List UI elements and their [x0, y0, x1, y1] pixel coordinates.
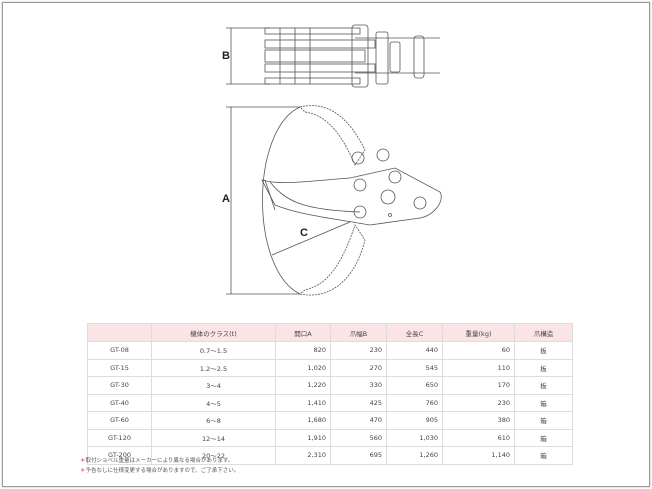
table-row: GT-15 1.2～2.5 1,020 270 545 110 板 [87, 358, 573, 377]
table-cell: 230 [442, 393, 515, 412]
table-cell: GT-15 [87, 358, 152, 377]
header-cell: 重量(kg) [442, 323, 515, 342]
note-item: ＊予告なしに仕様変更する場合がありますので、ご了承下さい。 [80, 468, 240, 474]
table-cell: 545 [386, 358, 443, 377]
dimension-label-a: A [222, 193, 230, 205]
table-cell: 560 [330, 428, 387, 447]
table-row: GT-120 12～14 1,910 560 1,030 610 箱 [87, 428, 573, 447]
table-cell: 1.2～2.5 [151, 358, 276, 377]
table-cell: 170 [442, 376, 515, 395]
table-cell: 2,310 [275, 446, 331, 465]
table-cell: 1,680 [275, 411, 331, 430]
header-cell: 爪構造 [514, 323, 573, 342]
table-cell: 1,030 [386, 428, 443, 447]
spec-table: 機体のクラス(t) 開口A 爪幅B 全長C 重量(kg) 爪構造 GT-08 0.… [87, 323, 573, 465]
table-cell: 3～4 [151, 376, 276, 395]
table-cell: 230 [330, 341, 387, 360]
table-row: GT-60 6～8 1,680 470 905 380 箱 [87, 411, 573, 430]
table-cell: 0.7～1.5 [151, 341, 276, 360]
note-item: ＊取付ショベル重量はメーカーにより異なる場合があります。 [80, 458, 234, 464]
table-cell: 1,140 [442, 446, 515, 465]
table-cell: 440 [386, 341, 443, 360]
table-cell: 板 [514, 358, 573, 377]
top-view [226, 24, 440, 88]
table-cell: GT-30 [87, 376, 152, 395]
table-cell: 1,410 [275, 393, 331, 412]
table-cell: 12～14 [151, 428, 276, 447]
table-row: GT-200 20～22 2,310 695 1,260 1,140 箱 [87, 446, 573, 465]
table-cell: GT-60 [87, 411, 152, 430]
table-cell: 1,260 [386, 446, 443, 465]
header-cell: 機体のクラス(t) [151, 323, 276, 342]
table-row: GT-30 3～4 1,220 330 650 170 板 [87, 376, 573, 395]
header-cell [87, 323, 152, 342]
table-cell: 1,910 [275, 428, 331, 447]
dimension-label-b: B [222, 50, 230, 62]
table-cell: 板 [514, 341, 573, 360]
header-cell: 全長C [386, 323, 443, 342]
table-cell: 1,020 [275, 358, 331, 377]
table-cell: 695 [330, 446, 387, 465]
table-cell: 650 [386, 376, 443, 395]
table-row: GT-40 4～5 1,410 425 760 230 箱 [87, 393, 573, 412]
table-cell: 箱 [514, 428, 573, 447]
table-cell: 箱 [514, 393, 573, 412]
table-cell: 4～5 [151, 393, 276, 412]
table-cell: 905 [386, 411, 443, 430]
table-cell: 470 [330, 411, 387, 430]
notes: ＊取付ショベル重量はメーカーにより異なる場合があります。 ＊予告なしに仕様変更す… [80, 456, 239, 476]
table-cell: 110 [442, 358, 515, 377]
header-cell: 爪幅B [330, 323, 387, 342]
table-header-row: 機体のクラス(t) 開口A 爪幅B 全長C 重量(kg) 爪構造 [87, 323, 573, 342]
grapple-drawing [226, 24, 442, 296]
table-cell: GT-08 [87, 341, 152, 360]
table-cell: 箱 [514, 446, 573, 465]
table-cell: 板 [514, 376, 573, 395]
table-cell: 330 [330, 376, 387, 395]
table-cell: 425 [330, 393, 387, 412]
table-cell: 270 [330, 358, 387, 377]
table-cell: 6～8 [151, 411, 276, 430]
table-cell: 箱 [514, 411, 573, 430]
table-cell: 1,220 [275, 376, 331, 395]
table-cell: 380 [442, 411, 515, 430]
table-cell: GT-120 [87, 428, 152, 447]
table-cell: 820 [275, 341, 331, 360]
table-cell: GT-40 [87, 393, 152, 412]
header-cell: 開口A [275, 323, 331, 342]
table-cell: 60 [442, 341, 515, 360]
table-cell: 610 [442, 428, 515, 447]
side-view [226, 105, 442, 296]
table-row: GT-08 0.7～1.5 820 230 440 60 板 [87, 341, 573, 360]
dimension-label-c: C [300, 227, 308, 239]
table-cell: 760 [386, 393, 443, 412]
